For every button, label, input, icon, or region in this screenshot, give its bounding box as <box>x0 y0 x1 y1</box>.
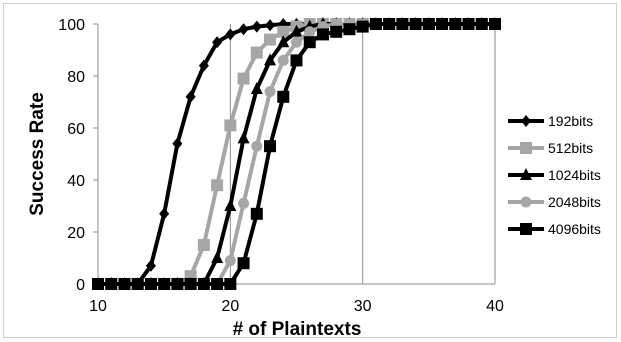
data-point-2048bits-24 <box>277 54 289 66</box>
legend-label-512bits: 512bits <box>548 140 593 156</box>
data-point-4096bits-31 <box>369 18 382 30</box>
data-point-4096bits-20 <box>224 278 237 290</box>
data-point-4096bits-40 <box>489 18 501 30</box>
x-tick-label-40: 40 <box>486 298 504 315</box>
tick-labels: 0 20 40 60 80 100 10 20 30 40 <box>58 17 504 315</box>
y-tick-label-20: 20 <box>67 225 85 242</box>
y-axis-label: Success Rate <box>27 92 48 216</box>
x-axis-label: # of Plaintexts <box>233 319 362 340</box>
data-point-4096bits-12 <box>118 278 131 290</box>
legend-marker-2048bits <box>520 196 532 208</box>
grid-lines <box>229 24 496 284</box>
data-point-192bits-21 <box>238 23 249 36</box>
data-point-192bits-23 <box>265 19 276 32</box>
legend-item-512bits: 512bits <box>508 140 593 156</box>
data-point-4096bits-22 <box>250 207 263 220</box>
x-tick-label-30: 30 <box>354 298 372 315</box>
data-point-4096bits-14 <box>144 278 157 290</box>
data-point-4096bits-38 <box>462 18 475 30</box>
legend-item-2048bits: 2048bits <box>508 194 601 210</box>
data-point-4096bits-11 <box>105 278 118 290</box>
data-point-192bits-15 <box>159 207 170 220</box>
data-point-192bits-16 <box>172 137 183 150</box>
legend-item-4096bits: 4096bits <box>508 221 601 237</box>
data-point-4096bits-13 <box>131 278 144 290</box>
data-point-1024bits-22 <box>250 82 263 94</box>
legend-label-1024bits: 1024bits <box>548 167 601 183</box>
data-point-4096bits-36 <box>436 18 449 30</box>
data-point-512bits-18 <box>197 239 210 251</box>
chart-frame <box>3 3 617 338</box>
data-point-192bits-17 <box>185 90 196 103</box>
data-point-4096bits-26 <box>303 36 316 49</box>
data-point-192bits-19 <box>212 36 223 49</box>
data-point-1024bits-23 <box>264 53 277 66</box>
data-point-1024bits-20 <box>224 199 237 211</box>
data-point-1024bits-19 <box>211 251 224 263</box>
data-point-192bits-22 <box>251 20 262 33</box>
x-tick-label-10: 10 <box>89 298 107 315</box>
legend-label-4096bits: 4096bits <box>548 221 601 237</box>
legend-label-2048bits: 2048bits <box>548 194 601 210</box>
data-point-512bits-21 <box>237 72 250 85</box>
data-point-2048bits-20 <box>224 255 236 267</box>
data-point-4096bits-27 <box>316 28 329 41</box>
data-point-1024bits-21 <box>237 131 250 144</box>
data-point-512bits-23 <box>264 33 277 46</box>
data-point-4096bits-33 <box>396 18 409 30</box>
data-point-1024bits-25 <box>290 24 303 37</box>
data-point-4096bits-24 <box>277 90 290 103</box>
data-point-4096bits-23 <box>264 140 277 153</box>
data-point-2048bits-26 <box>304 26 316 38</box>
y-tick-label-60: 60 <box>67 121 85 138</box>
data-point-2048bits-21 <box>238 197 250 209</box>
legend-marker-1024bits <box>520 168 532 180</box>
legend-item-192bits: 192bits <box>508 113 593 129</box>
legend-marker-4096bits <box>520 223 532 235</box>
data-point-192bits-14 <box>145 259 156 272</box>
data-point-4096bits-18 <box>197 278 210 290</box>
data-point-4096bits-32 <box>383 18 396 30</box>
data-point-4096bits-28 <box>330 25 343 38</box>
data-point-4096bits-39 <box>475 18 488 30</box>
data-point-4096bits-15 <box>158 278 171 290</box>
legend: 192bits 512bits 1024bits 2048bits 4096bits <box>508 113 601 237</box>
data-point-4096bits-35 <box>422 18 435 30</box>
y-tick-label-0: 0 <box>76 277 85 294</box>
data-point-4096bits-19 <box>211 278 224 290</box>
data-point-4096bits-10 <box>92 278 104 290</box>
y-tick-label-40: 40 <box>67 173 85 190</box>
data-point-1024bits-24 <box>277 35 290 48</box>
x-tick-label-20: 20 <box>221 298 239 315</box>
data-point-4096bits-17 <box>184 278 197 290</box>
series-group <box>92 17 501 290</box>
data-point-4096bits-29 <box>343 23 356 36</box>
legend-marker-192bits <box>521 115 531 127</box>
data-point-4096bits-16 <box>171 278 184 290</box>
data-point-192bits-18 <box>198 59 209 72</box>
data-point-512bits-20 <box>224 119 237 132</box>
data-point-512bits-19 <box>211 179 224 192</box>
data-point-4096bits-21 <box>237 257 250 270</box>
data-point-4096bits-30 <box>356 20 369 33</box>
data-point-4096bits-25 <box>290 54 303 67</box>
data-point-4096bits-37 <box>449 18 462 30</box>
series-4096bits <box>92 18 501 290</box>
legend-item-1024bits: 1024bits <box>508 167 601 183</box>
y-tick-label-80: 80 <box>67 69 85 86</box>
data-point-2048bits-23 <box>264 86 276 98</box>
legend-marker-512bits <box>520 142 532 154</box>
y-tick-label-100: 100 <box>58 17 85 34</box>
data-point-512bits-24 <box>277 25 290 38</box>
data-point-4096bits-34 <box>409 18 422 30</box>
data-point-2048bits-22 <box>251 140 263 152</box>
data-point-512bits-22 <box>250 46 263 59</box>
data-point-2048bits-25 <box>291 36 302 48</box>
legend-label-192bits: 192bits <box>548 113 593 129</box>
data-point-192bits-20 <box>225 28 236 41</box>
